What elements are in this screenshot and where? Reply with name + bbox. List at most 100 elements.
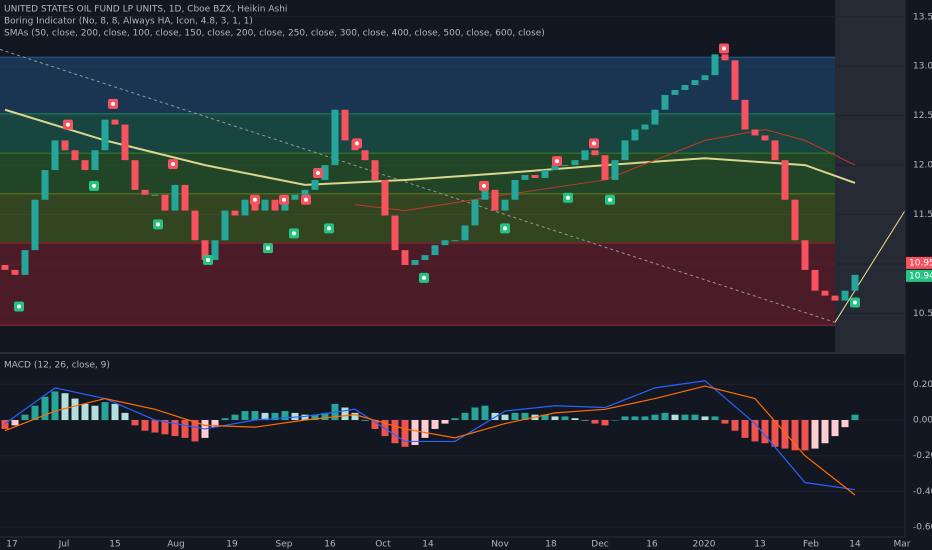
macd-histogram-bar: [411, 420, 419, 446]
candle: [171, 184, 179, 211]
candle: [301, 189, 309, 195]
signal-icon: [722, 46, 726, 51]
zone: [0, 193, 835, 244]
candle: [391, 215, 399, 251]
macd-histogram-bar: [191, 420, 199, 442]
macd-histogram-bar: [1, 420, 9, 429]
macd-histogram-bar: [171, 420, 179, 437]
macd-histogram-bar: [141, 420, 149, 431]
candle: [181, 184, 189, 211]
macd-histogram-bar: [541, 414, 549, 421]
chart-title: UNITED STATES OIL FUND LP UNITS, 1D, Cbo…: [4, 5, 287, 15]
candle: [761, 135, 769, 141]
macd-histogram-bar: [711, 416, 719, 421]
candle: [641, 124, 649, 130]
candle: [141, 189, 149, 195]
macd-histogram-bar: [31, 405, 39, 421]
macd-histogram-bar: [161, 420, 169, 435]
candle: [91, 150, 99, 171]
candle: [401, 250, 409, 265]
y-tick-label: 11.50: [913, 210, 932, 220]
macd-histogram-bar: [551, 416, 559, 421]
macd-histogram-bar: [471, 407, 479, 421]
trend-line: [834, 210, 906, 323]
price-label-box: [906, 256, 932, 269]
macd-histogram-bar: [461, 412, 469, 421]
candle: [691, 80, 699, 86]
macd-histogram-bar: [61, 393, 69, 421]
macd-histogram-bar: [571, 418, 579, 421]
macd-histogram-bar: [641, 416, 649, 421]
candle: [831, 295, 839, 301]
signal-icon: [316, 171, 320, 176]
x-tick-label: Feb: [803, 540, 819, 550]
signal-icon: [171, 162, 175, 167]
macd-histogram-bar: [481, 405, 489, 421]
macd-histogram-bar: [41, 396, 49, 421]
candle: [841, 290, 849, 301]
macd-histogram-bar: [451, 418, 459, 421]
y-tick-label: 13.00: [913, 62, 932, 72]
macd-histogram-bar: [511, 412, 519, 421]
y-tick-label: 0.00: [913, 416, 932, 426]
candle: [321, 165, 329, 180]
y-tick-label: 12.00: [913, 161, 932, 171]
candle: [241, 199, 249, 216]
candle: [771, 140, 779, 161]
candle: [281, 199, 289, 211]
macd-histogram-bar: [81, 403, 89, 421]
macd-histogram-bar: [211, 420, 219, 428]
macd-histogram-bar: [301, 414, 309, 421]
signal-icon: [555, 159, 559, 164]
zone: [0, 113, 835, 154]
macd-histogram-bar: [721, 420, 729, 424]
macd-histogram-bar: [101, 402, 109, 421]
x-tick-label: 13: [754, 540, 765, 550]
candle: [681, 85, 689, 90]
candle: [541, 170, 549, 178]
candle: [271, 199, 279, 211]
macd-histogram-bar: [811, 420, 819, 449]
candle: [81, 160, 89, 171]
macd-histogram-bar: [391, 420, 399, 444]
macd-histogram-bar: [371, 420, 379, 429]
x-tick-label: 19: [226, 540, 238, 550]
candle: [821, 290, 829, 296]
candle: [711, 54, 719, 76]
macd-histogram-bar: [51, 391, 59, 421]
candle: [41, 170, 49, 200]
candle: [61, 140, 69, 151]
candle: [331, 109, 339, 166]
macd-histogram-bar: [841, 420, 849, 428]
candle: [231, 210, 239, 216]
signal-icon: [327, 226, 331, 231]
macd-histogram-bar: [261, 412, 269, 421]
macd-histogram-bar: [561, 416, 569, 421]
candle: [191, 210, 199, 241]
candle: [21, 250, 29, 275]
signal-icon: [566, 195, 570, 200]
macd-histogram-bar: [771, 420, 779, 447]
candle: [261, 199, 269, 211]
macd-title: MACD (12, 26, close, 9): [4, 361, 110, 371]
candle: [421, 255, 429, 261]
signal-icon: [156, 222, 160, 227]
x-tick-label: 18: [545, 540, 557, 550]
candle: [601, 155, 609, 180]
candle: [1, 264, 9, 270]
signal-icon: [66, 122, 70, 127]
candle: [481, 189, 489, 200]
macd-histogram-bar: [491, 412, 499, 421]
candle: [381, 179, 389, 216]
candle: [531, 175, 539, 178]
signal-icon: [17, 304, 21, 309]
y-tick-label: 10.50: [913, 309, 932, 319]
candle: [731, 60, 739, 100]
candle: [741, 99, 749, 130]
signal-icon: [111, 101, 115, 106]
x-tick-label: Dec: [591, 540, 608, 550]
macd-line: [4, 385, 856, 496]
macd-histogram-bar: [781, 420, 789, 449]
candle: [251, 199, 259, 211]
